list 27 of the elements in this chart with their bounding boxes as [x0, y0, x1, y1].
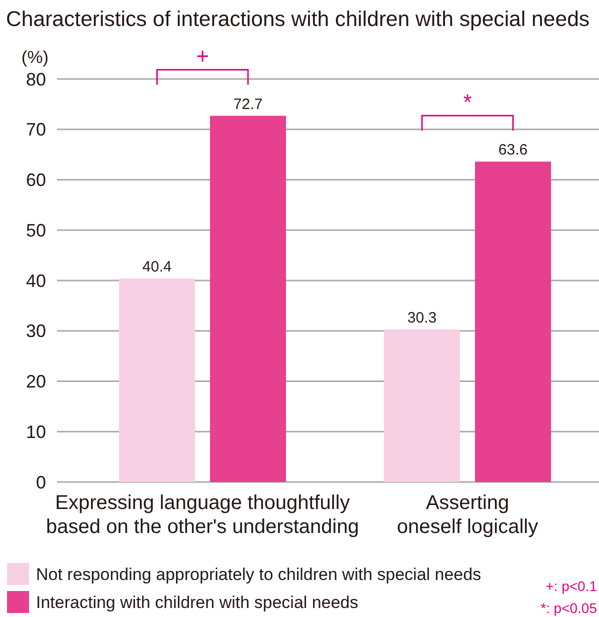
y-tick-label: 30: [26, 321, 46, 342]
text: *: p<0.05: [540, 600, 598, 616]
annotation: *: [463, 89, 472, 114]
bar: [384, 329, 460, 482]
y-tick-label: 20: [26, 372, 46, 392]
data-label: 72.7: [233, 96, 263, 113]
y-tick-label: 40: [26, 270, 46, 291]
data-label: 40.4: [142, 258, 172, 276]
y-tick-label: 0: [36, 472, 46, 492]
x-tick-label: Expressing language thoughtfully based on the other's understanding: [46, 492, 359, 538]
bar: [210, 116, 286, 482]
y-tick-label: 10: [26, 422, 46, 442]
x-tick-label: Asserting oneself logically: [396, 492, 538, 538]
legend-label: Interacting with children with special needs: [36, 592, 358, 612]
bar: [475, 162, 551, 482]
text: +: [196, 43, 209, 68]
y-axis-title: (%): [21, 47, 49, 68]
y-tick-label: 60: [26, 170, 46, 190]
data-label: 63.6: [498, 142, 528, 159]
y-tick-label: 80: [26, 69, 46, 90]
y-tick-label: 70: [26, 120, 46, 140]
legend-label: Not responding appropriately to children with special needs: [36, 564, 482, 584]
chart-title: Characteristics of interactions with children with special needs: [6, 7, 590, 31]
bar: [119, 278, 195, 482]
data-label: 30.3: [407, 309, 437, 326]
y-tick-label: 50: [26, 220, 46, 240]
text: +: p<0.1: [546, 578, 598, 594]
